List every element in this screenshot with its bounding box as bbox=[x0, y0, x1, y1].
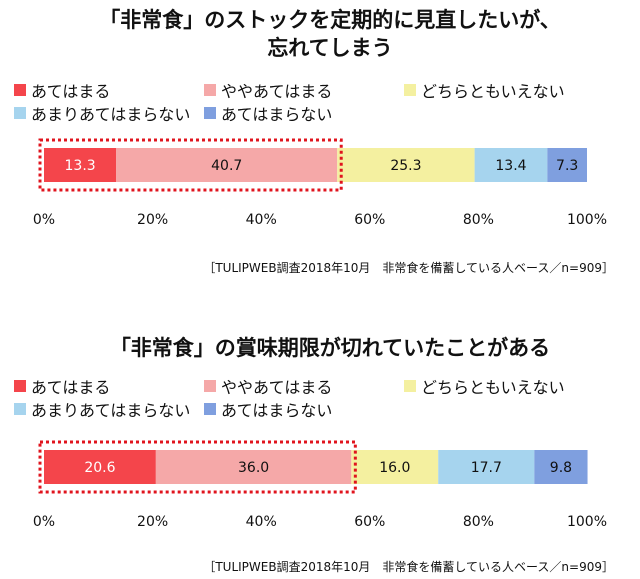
highlight-box bbox=[38, 440, 357, 494]
chart1-source: ［TULIPWEB調査2018年10月 非常食を備蓄している人ベース／n=909… bbox=[203, 261, 614, 275]
legend-item: ややあてはまる bbox=[204, 78, 404, 102]
data-label: 13.4 bbox=[495, 158, 526, 174]
x-tick-label: 100% bbox=[567, 514, 607, 530]
bar-segment-3 bbox=[337, 148, 475, 182]
bar-segment-1 bbox=[44, 450, 156, 484]
legend-item: あてはまる bbox=[14, 78, 204, 102]
x-tick-label: 20% bbox=[137, 212, 168, 228]
data-label: 16.0 bbox=[379, 460, 410, 476]
data-label: 20.6 bbox=[84, 460, 115, 476]
bar-segment-5 bbox=[534, 450, 588, 484]
x-tick-label: 40% bbox=[246, 212, 277, 228]
legend-label: あまりあてはまらない bbox=[31, 400, 191, 420]
x-tick-label: 100% bbox=[567, 212, 607, 228]
chart2-plot: 20.6 36.0 16.0 17.7 9.8 0% 20% 40% 60% 80% 100% bbox=[33, 440, 607, 530]
chart1-title: 「非常食」のストックを定期的に見直したいが、 忘れてしまう bbox=[40, 6, 620, 62]
x-tick-label: 0% bbox=[33, 212, 55, 228]
legend-label: ややあてはまる bbox=[221, 81, 333, 101]
legend-swatch bbox=[14, 106, 26, 119]
bar-segment-5 bbox=[547, 148, 587, 182]
data-label: 9.8 bbox=[550, 460, 572, 476]
legend-item: あまりあてはまらない bbox=[14, 101, 204, 125]
legend-item: どちらともいえない bbox=[404, 374, 565, 398]
chart1-title-line2: 忘れてしまう bbox=[267, 36, 393, 60]
data-label: 36.0 bbox=[238, 460, 269, 476]
data-label: 7.3 bbox=[556, 158, 578, 174]
legend-swatch bbox=[404, 83, 416, 96]
legend-item: あてはまらない bbox=[204, 101, 332, 125]
legend-swatch bbox=[14, 83, 26, 96]
x-tick-label: 80% bbox=[463, 212, 494, 228]
legend-item: あてはまらない bbox=[204, 397, 332, 421]
bar-segment-4 bbox=[438, 450, 535, 484]
x-tick-label: 60% bbox=[354, 514, 385, 530]
x-tick-label: 0% bbox=[33, 514, 55, 530]
chart1-plot: 13.3 40.7 25.3 13.4 7.3 0% 20% 40% 60% 80% 100% bbox=[33, 138, 607, 228]
legend-swatch bbox=[14, 402, 26, 415]
chart2-title: 「非常食」の賞味期限が切れていたことがある bbox=[40, 334, 620, 362]
legend-label: あてはまらない bbox=[221, 400, 333, 420]
data-label: 40.7 bbox=[211, 158, 242, 174]
legend-item: あてはまる bbox=[14, 374, 204, 398]
legend-label: どちらともいえない bbox=[421, 81, 565, 101]
legend-swatch bbox=[404, 379, 416, 392]
x-tick-label: 60% bbox=[354, 212, 385, 228]
legend-item: ややあてはまる bbox=[204, 374, 404, 398]
legend-swatch bbox=[204, 402, 216, 415]
legend-swatch bbox=[204, 106, 216, 119]
legend-label: あてはまる bbox=[31, 377, 111, 397]
bar-segment-2 bbox=[116, 148, 338, 182]
legend-label: あてはまる bbox=[31, 81, 111, 101]
bar-segment-2 bbox=[155, 450, 352, 484]
legend-swatch bbox=[14, 379, 26, 392]
legend-label: ややあてはまる bbox=[221, 377, 333, 397]
x-tick-label: 20% bbox=[137, 514, 168, 530]
legend-label: あまりあてはまらない bbox=[31, 104, 191, 124]
legend-item: どちらともいえない bbox=[404, 78, 565, 102]
bar-segment-3 bbox=[351, 450, 439, 484]
legend-item: あまりあてはまらない bbox=[14, 397, 204, 421]
bar-segment-1 bbox=[44, 148, 117, 182]
legend-label: どちらともいえない bbox=[421, 377, 565, 397]
data-label: 25.3 bbox=[390, 158, 421, 174]
chart1-legend: あてはまる ややあてはまる どちらともいえない あまりあてはまらない あてはまら… bbox=[14, 78, 614, 124]
legend-label: あてはまらない bbox=[221, 104, 333, 124]
x-tick-label: 80% bbox=[463, 514, 494, 530]
chart1-title-line1: 「非常食」のストックを定期的に見直したいが、 bbox=[99, 8, 561, 32]
legend-swatch bbox=[204, 379, 216, 392]
bar-segment-4 bbox=[474, 148, 548, 182]
chart2-legend: あてはまる ややあてはまる どちらともいえない あまりあてはまらない あてはまら… bbox=[14, 374, 614, 420]
highlight-box bbox=[38, 138, 343, 192]
legend-swatch bbox=[204, 83, 216, 96]
chart2-source: ［TULIPWEB調査2018年10月 非常食を備蓄している人ベース／n=909… bbox=[203, 560, 614, 574]
data-label: 13.3 bbox=[65, 158, 96, 174]
chart2-title-line1: 「非常食」の賞味期限が切れていたことがある bbox=[109, 336, 551, 360]
data-label: 17.7 bbox=[471, 460, 502, 476]
x-tick-label: 40% bbox=[246, 514, 277, 530]
